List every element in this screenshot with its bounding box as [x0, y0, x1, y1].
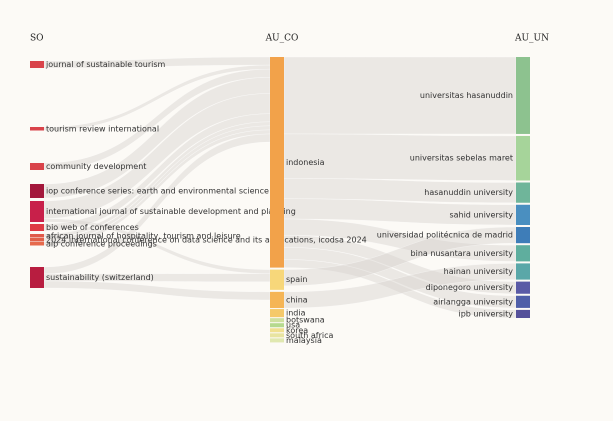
node-label: international journal of sustainable dev… — [46, 207, 296, 216]
node — [270, 323, 284, 328]
column-header: AU_UN — [514, 34, 549, 44]
nodes: journal of sustainable tourism tourism re… — [30, 57, 530, 345]
node-label: universidad politécnica de madrid — [377, 230, 513, 240]
node-label: botswana — [286, 316, 325, 325]
node-label: universitas sebelas maret — [410, 154, 513, 163]
node — [516, 227, 530, 244]
node-label: african journal of hospitality, tourism … — [46, 231, 241, 240]
node — [270, 338, 284, 343]
node-label: bio web of conferences — [46, 223, 139, 232]
node — [516, 204, 530, 225]
node — [516, 263, 530, 280]
node — [516, 57, 530, 134]
node — [30, 127, 44, 131]
node — [516, 309, 530, 318]
node-label: india — [286, 309, 306, 318]
node — [30, 234, 44, 238]
link — [43, 93, 271, 219]
node-label: community development — [46, 162, 146, 171]
node — [270, 328, 284, 333]
node-label: iop conference series: earth and environ… — [46, 187, 269, 196]
node — [270, 318, 284, 323]
node — [270, 57, 284, 268]
node — [30, 238, 44, 242]
node-label: hasanuddin university — [424, 188, 513, 197]
node-label: spain — [286, 275, 307, 284]
node — [270, 309, 284, 318]
node-label: aip conference proceedings — [46, 239, 157, 248]
node-label: korea — [286, 326, 308, 335]
column-header: SO — [30, 34, 44, 44]
node — [270, 269, 284, 290]
node-label: 2024 international conference on data sc… — [46, 235, 367, 244]
node — [30, 184, 44, 198]
node — [30, 224, 44, 231]
node-label: usa — [286, 321, 300, 330]
node — [516, 135, 530, 181]
node — [270, 333, 284, 338]
node-label: diponegoro university — [426, 283, 514, 292]
node — [516, 295, 530, 308]
link — [43, 280, 271, 301]
node — [270, 291, 284, 309]
node-label: china — [286, 295, 308, 304]
node-label: sahid university — [449, 210, 513, 219]
node — [516, 245, 530, 262]
node-label: tourism review international — [46, 124, 159, 133]
node-label: hainan university — [444, 267, 514, 276]
node-label: universitas hasanuddin — [420, 91, 513, 100]
node-label: indonesia — [286, 158, 325, 167]
node-label: bina nusantara university — [411, 249, 514, 258]
node — [516, 182, 530, 203]
node-label: malaysia — [286, 336, 322, 345]
node — [516, 281, 530, 294]
node-label: sustainability (switzerland) — [46, 273, 154, 282]
node-label: south africa — [286, 331, 334, 340]
node-label: ipb university — [459, 309, 514, 318]
node-label: journal of sustainable tourism — [45, 60, 166, 69]
column-header: AU_CO — [265, 34, 299, 44]
node — [30, 267, 44, 288]
node — [30, 201, 44, 222]
node — [30, 242, 44, 246]
node — [30, 61, 44, 68]
node-label: airlangga university — [433, 297, 513, 306]
node — [30, 163, 44, 170]
